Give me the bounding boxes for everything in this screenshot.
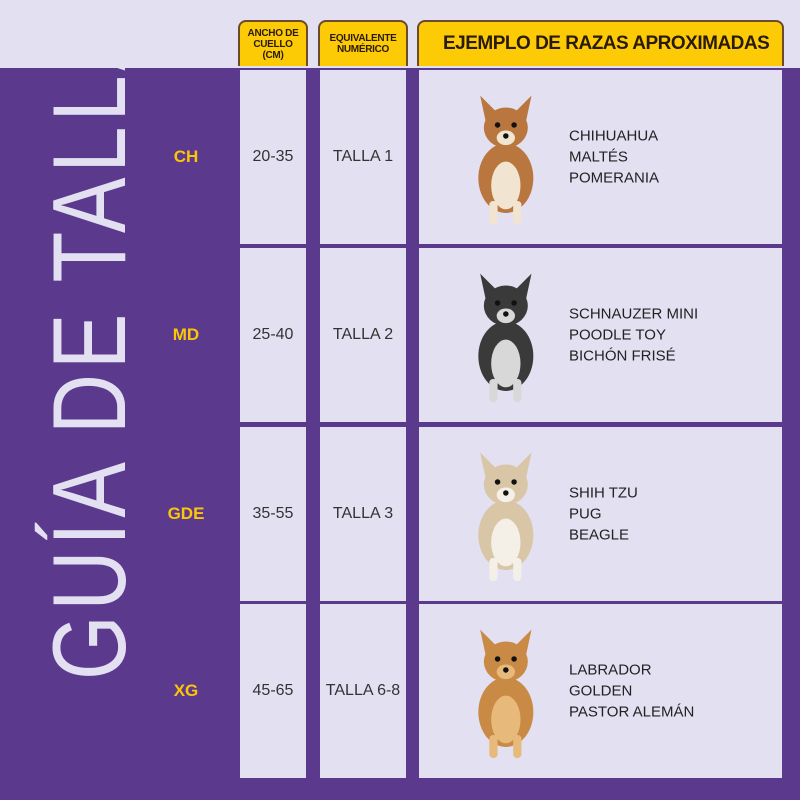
golden-retriever-photo <box>478 629 534 758</box>
breed-examples-cell: SHIH TZU PUG BEAGLE <box>419 427 782 601</box>
guide-title: GUÍA DE TALLAS <box>32 0 148 680</box>
breed-examples-cell: SCHNAUZER MINI POODLE TOY BICHÓN FRISÉ <box>419 248 782 422</box>
breed-name: PASTOR ALEMÁN <box>569 703 695 721</box>
breed-name: SHIH TZU <box>569 484 638 502</box>
breed-name: CHIHUAHUA <box>569 127 659 145</box>
neck-width-cell: 45-65 <box>240 604 306 778</box>
breed-examples-cell: LABRADOR GOLDEN PASTOR ALEMÁN <box>419 604 782 778</box>
breed-list: SCHNAUZER MINI POODLE TOY BICHÓN FRISÉ <box>569 304 698 367</box>
size-label: GDE <box>167 504 205 523</box>
chihuahua-photo <box>478 95 534 224</box>
numeric-size-cell: TALLA 3 <box>320 427 406 601</box>
breed-name: MALTÉS <box>569 148 628 166</box>
breed-list: SHIH TZU PUG BEAGLE <box>569 483 638 546</box>
numeric-size-cell: TALLA 1 <box>320 70 406 244</box>
breed-examples-cell: CHIHUAHUA MALTÉS POMERANIA <box>419 70 782 244</box>
breed-list: CHIHUAHUA MALTÉS POMERANIA <box>569 126 659 189</box>
header-breed-examples: EJEMPLO DE RAZAS APROXIMADAS <box>417 20 784 66</box>
size-label: MD <box>172 325 200 344</box>
breed-name: BEAGLE <box>569 526 630 544</box>
neck-width-cell: 20-35 <box>240 70 306 244</box>
schnauzer-photo <box>478 273 534 402</box>
breed-name: SCHNAUZER MINI <box>569 305 699 323</box>
neck-width-cell: 35-55 <box>240 427 306 601</box>
breed-name: LABRADOR <box>569 661 652 679</box>
breed-name: POODLE TOY <box>569 326 666 344</box>
breed-name: POMERANIA <box>569 169 660 187</box>
size-label: CH <box>173 147 199 166</box>
breed-name: PUG <box>569 505 602 523</box>
breed-list: LABRADOR GOLDEN PASTOR ALEMÁN <box>569 660 694 723</box>
breed-name: BICHÓN FRISÉ <box>569 347 676 365</box>
breed-name: GOLDEN <box>569 682 633 700</box>
shih-tzu-photo <box>478 452 534 581</box>
header-numeric-equivalent: EQUIVALENTE NUMÉRICO <box>318 20 408 66</box>
numeric-size-cell: TALLA 6-8 <box>320 604 406 778</box>
size-label: XG <box>173 681 199 700</box>
neck-width-cell: 25-40 <box>240 248 306 422</box>
numeric-size-cell: TALLA 2 <box>320 248 406 422</box>
header-neck-width: ANCHO DE CUELLO (CM) <box>238 20 308 66</box>
